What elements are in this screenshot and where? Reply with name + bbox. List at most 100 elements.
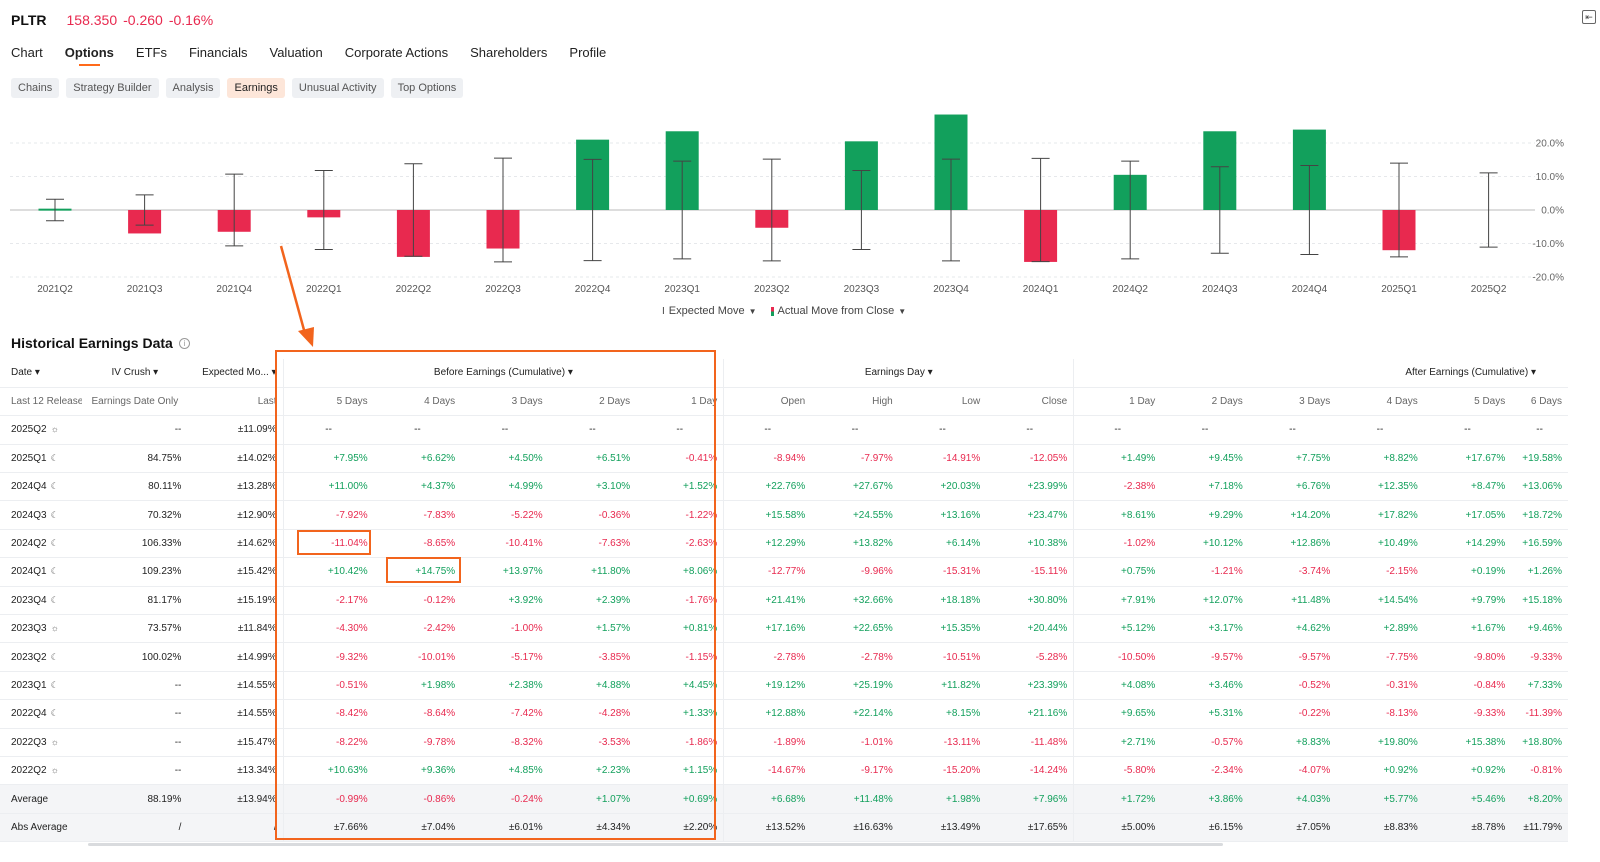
tab-shareholders[interactable]: Shareholders xyxy=(470,45,548,60)
subtab-analysis[interactable]: Analysis xyxy=(165,78,221,98)
earnings-move-chart: 20.0% 10.0% 0.0% -10.0% -20.0% 2021Q2 2021Q3 20… xyxy=(10,114,1564,295)
value-cell: -5.22% xyxy=(511,509,543,521)
tab-profile[interactable]: Profile xyxy=(569,45,607,60)
value-cell: -8.32% xyxy=(511,736,543,748)
value-cell: 100.02% xyxy=(141,651,182,663)
table-row: 2023Q2 ☾ 100.02% ±14.99% -9.32% -10.01% -5.17%… xyxy=(0,642,1568,672)
highlight-box-2024q2-5days xyxy=(297,530,371,555)
value-cell: +13.06% xyxy=(1522,481,1562,493)
date-cell[interactable]: 2022Q2 ☼ xyxy=(11,765,59,777)
expected-move-column-header[interactable]: Expected Mo... ▾ xyxy=(202,367,277,379)
sub-header-cell: Low xyxy=(961,396,981,408)
value-cell: +5.31% xyxy=(1208,708,1243,720)
date-column-header[interactable]: Date ▾ xyxy=(11,367,40,379)
value-cell: -2.15% xyxy=(1386,566,1418,578)
collapse-panel-icon[interactable]: ⇤ xyxy=(1582,10,1596,24)
tab-options[interactable]: Options xyxy=(65,45,114,66)
value-cell: +18.72% xyxy=(1522,509,1562,521)
date-cell[interactable]: 2025Q1 ☾ xyxy=(11,452,59,464)
earnings-day-group-header[interactable]: Earnings Day ▾ xyxy=(723,359,1074,388)
date-cell[interactable]: 2024Q2 ☾ xyxy=(11,538,59,550)
value-cell: +22.76% xyxy=(723,472,812,501)
value-cell: -8.64% xyxy=(423,708,456,720)
pre-market-sun-icon: ☼ xyxy=(50,623,59,634)
value-cell: -- xyxy=(501,424,509,436)
value-cell: +27.67% xyxy=(852,481,893,493)
value-cell: 84.75% xyxy=(147,452,182,464)
subtab-unusual-activity[interactable]: Unusual Activity xyxy=(291,78,384,98)
chevron-down-icon: ▼ xyxy=(898,306,907,316)
value-cell: +23.39% xyxy=(1027,679,1068,691)
subtab-top-options[interactable]: Top Options xyxy=(390,78,464,98)
value-cell: +23.47% xyxy=(1027,509,1068,521)
value-cell: -7.75% xyxy=(1386,651,1418,663)
legend-expected-move[interactable]: Ι Expected Move ▼ xyxy=(662,305,757,317)
highlight-before-earnings-box xyxy=(275,350,716,840)
value-cell: +2.23% xyxy=(595,765,631,777)
value-cell: -0.52% xyxy=(1298,679,1331,691)
value-cell: +6.62% xyxy=(420,452,456,464)
date-cell[interactable]: 2022Q4 ☾ xyxy=(11,708,59,720)
value-cell: -7.83% xyxy=(423,509,456,521)
value-cell: +3.10% xyxy=(595,481,631,493)
date-cell[interactable]: 2023Q1 ☾ xyxy=(11,679,59,691)
tab-chart[interactable]: Chart xyxy=(11,45,43,60)
table-row: 2022Q3 ☼ -- ±15.47% -8.22% -9.78% -8.32% -3.53%… xyxy=(0,728,1568,757)
value-cell: ±13.94% xyxy=(237,793,277,805)
value-cell: +0.19% xyxy=(1471,566,1506,578)
value-cell: +2.39% xyxy=(595,594,631,606)
date-cell[interactable]: 2024Q4 ☾ xyxy=(11,481,59,493)
value-cell: -4.07% xyxy=(1298,765,1331,777)
after-earnings-group-header[interactable]: After Earnings (Cumulative) ▾ xyxy=(1073,359,1568,388)
value-cell: +1.98% xyxy=(946,793,981,805)
subtab-earnings[interactable]: Earnings xyxy=(227,78,285,98)
tab-financials[interactable]: Financials xyxy=(188,45,248,60)
date-cell[interactable]: 2025Q2 ☼ xyxy=(11,424,59,436)
date-cell[interactable]: 2023Q2 ☾ xyxy=(11,651,59,663)
value-cell: +7.95% xyxy=(282,444,374,473)
y-tick-label: 20.0% xyxy=(1536,139,1564,150)
value-cell: +7.91% xyxy=(1073,586,1162,615)
value-cell: -3.53% xyxy=(598,736,631,748)
value-cell: -14.91% xyxy=(942,452,981,464)
tab-etfs[interactable]: ETFs xyxy=(135,45,167,60)
before-earnings-group-header[interactable]: Before Earnings (Cumulative) ▾ xyxy=(282,359,724,388)
value-cell: +12.86% xyxy=(1290,538,1331,550)
subtab-strategy-builder[interactable]: Strategy Builder xyxy=(66,78,159,98)
date-cell[interactable]: 2023Q3 ☼ xyxy=(11,623,59,635)
last-price: 158.350 xyxy=(66,12,118,28)
value-cell: -14.67% xyxy=(723,756,812,785)
value-cell: -8.13% xyxy=(1386,708,1418,720)
value-cell: +12.07% xyxy=(1202,594,1243,606)
value-cell: +12.88% xyxy=(723,699,812,729)
iv-crush-column-header[interactable]: IV Crush ▾ xyxy=(111,367,159,379)
value-cell: ±14.55% xyxy=(237,708,277,720)
date-cell[interactable]: 2022Q3 ☼ xyxy=(11,736,59,748)
horizontal-scrollbar[interactable] xyxy=(88,843,1223,846)
tab-corporate-actions[interactable]: Corporate Actions xyxy=(344,45,449,60)
value-cell: +1.98% xyxy=(420,679,456,691)
date-cell[interactable]: 2024Q1 ☾ xyxy=(11,566,59,578)
value-cell: +4.50% xyxy=(508,452,543,464)
tab-valuation[interactable]: Valuation xyxy=(269,45,323,60)
value-cell: -1.76% xyxy=(685,594,718,606)
value-cell: +3.46% xyxy=(1208,679,1243,691)
value-cell: +3.17% xyxy=(1208,623,1243,635)
value-cell: +11.80% xyxy=(591,566,631,578)
value-cell: 70.32% xyxy=(147,509,182,521)
legend-actual-move[interactable]: Actual Move from Close ▼ xyxy=(770,305,907,317)
subtab-chains[interactable]: Chains xyxy=(11,78,60,98)
value-cell: +1.49% xyxy=(1073,444,1162,473)
info-icon[interactable]: i xyxy=(178,337,190,349)
sub-header-cell: Open xyxy=(723,387,812,416)
value-cell: -1.86% xyxy=(685,736,718,748)
sub-header-cell: 2 Days xyxy=(599,396,631,408)
value-cell: +21.41% xyxy=(723,586,812,615)
value-cell: ±7.66% xyxy=(282,813,374,842)
value-cell: +13.97% xyxy=(502,566,543,578)
value-cell: +3.92% xyxy=(508,594,543,606)
date-cell[interactable]: 2023Q4 ☾ xyxy=(11,594,59,606)
date-cell[interactable]: 2024Q3 ☾ xyxy=(11,509,59,521)
table-row: 2024Q2 ☾ 106.33% ±14.62% -11.04% -8.65% -10.41… xyxy=(0,529,1568,558)
value-cell: 73.57% xyxy=(147,623,182,635)
